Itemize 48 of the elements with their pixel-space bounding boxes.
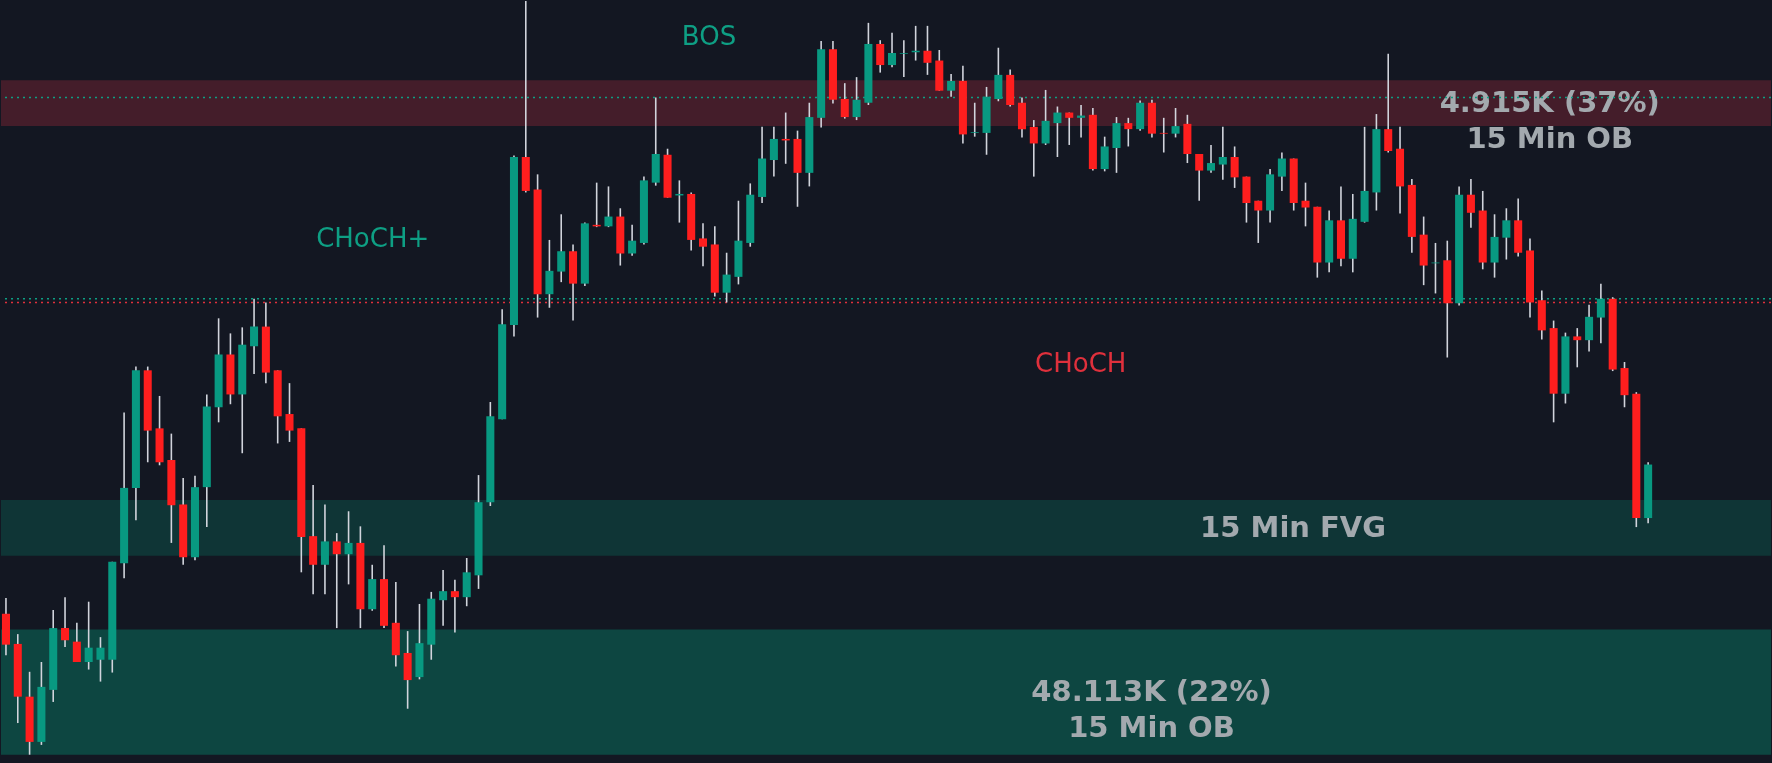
candlestick <box>1384 52 1393 154</box>
ref-line-label: BOS <box>681 21 737 52</box>
candlestick <box>1230 145 1239 189</box>
candlestick <box>1301 181 1310 228</box>
band-label: 48.113K (22%) 15 Min OB <box>1031 674 1272 745</box>
candlestick <box>285 382 294 443</box>
candlestick <box>604 185 613 228</box>
candlestick <box>1466 178 1475 229</box>
candlestick <box>888 31 897 69</box>
candlestick <box>61 596 70 648</box>
candlestick <box>1065 111 1074 146</box>
candlestick <box>72 622 81 663</box>
candlestick <box>1124 117 1133 148</box>
candlestick <box>439 569 448 627</box>
candlestick <box>1277 151 1286 192</box>
candlestick <box>1218 126 1227 181</box>
candlestick <box>250 297 259 375</box>
candlestick <box>1195 153 1204 202</box>
candlestick <box>1573 327 1582 369</box>
candlestick <box>1254 199 1263 244</box>
candlestick <box>840 82 849 120</box>
ref-line-label: CHoCH+ <box>316 222 430 253</box>
candlestick <box>1100 135 1109 173</box>
candlestick <box>923 25 932 76</box>
candlestick <box>1159 117 1168 154</box>
candlestick <box>876 39 885 74</box>
candlestick <box>1502 207 1511 261</box>
candlestick <box>557 213 566 283</box>
candlestick <box>698 222 708 268</box>
candlestick <box>899 39 908 78</box>
candlestick <box>769 126 778 178</box>
candlestick <box>628 224 637 257</box>
candlestick <box>320 503 329 595</box>
candlestick <box>1206 144 1216 174</box>
candlestick <box>84 600 93 671</box>
candlestick <box>332 532 341 629</box>
ref-line-label: CHoCH <box>1035 348 1127 379</box>
candlestick <box>1029 119 1038 178</box>
candlestick <box>1053 105 1062 158</box>
candlestick <box>450 579 459 634</box>
candlestick <box>1585 303 1594 353</box>
candlestick <box>96 636 105 683</box>
candlestick <box>970 101 979 138</box>
candlestick <box>1171 107 1180 139</box>
band-label: 4.915K (37%) 15 Min OB <box>1439 85 1660 156</box>
band-label: 15 Min FVG <box>1200 509 1387 544</box>
candlestick <box>947 73 956 98</box>
candlestick <box>344 510 353 586</box>
